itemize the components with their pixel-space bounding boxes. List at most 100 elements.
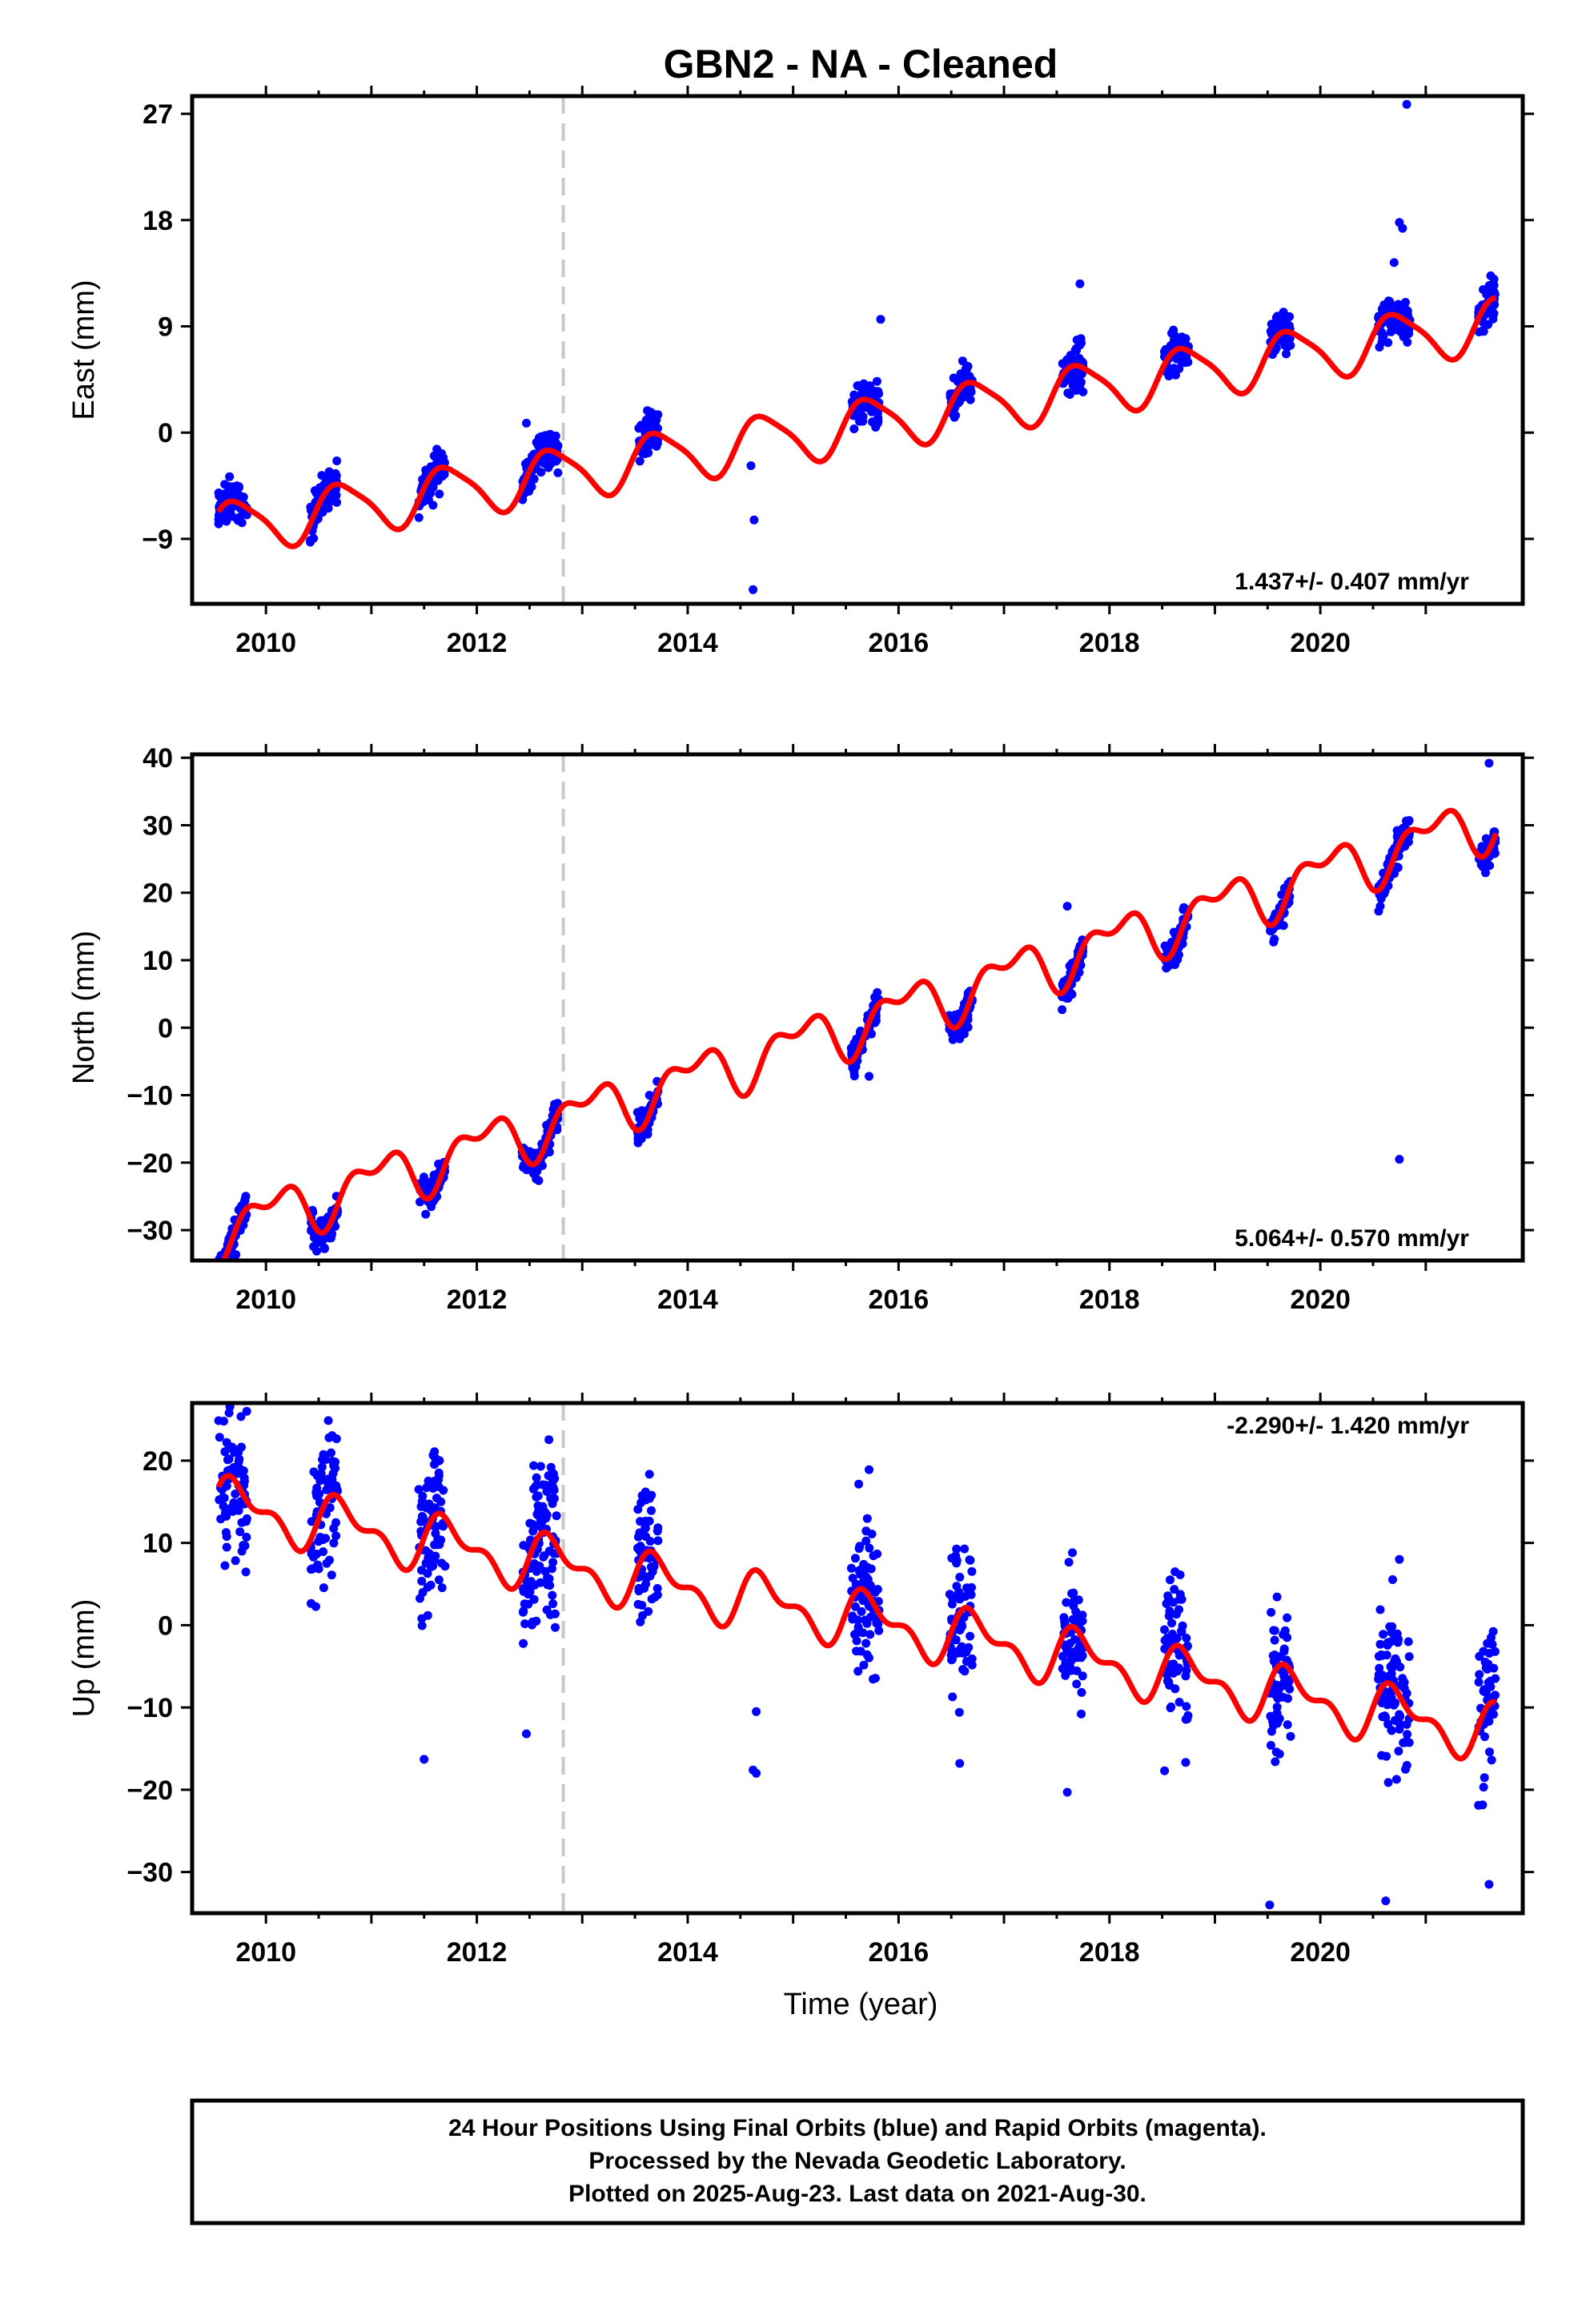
data-point bbox=[1399, 331, 1409, 340]
data-point bbox=[873, 987, 882, 997]
data-point bbox=[850, 1630, 859, 1639]
data-point bbox=[1475, 1651, 1484, 1661]
data-point bbox=[1377, 1751, 1387, 1760]
data-point bbox=[1285, 340, 1294, 349]
data-point bbox=[1074, 354, 1084, 363]
data-point bbox=[1265, 1900, 1275, 1910]
data-point bbox=[966, 1631, 975, 1641]
data-point bbox=[873, 409, 882, 418]
data-point bbox=[1160, 1766, 1170, 1775]
data-point bbox=[416, 1594, 424, 1603]
data-point bbox=[1402, 1736, 1411, 1746]
data-point bbox=[234, 1506, 243, 1515]
data-point bbox=[1170, 336, 1180, 346]
data-point bbox=[1058, 1005, 1067, 1015]
data-point bbox=[1395, 303, 1405, 312]
data-point bbox=[645, 1537, 655, 1546]
data-point bbox=[1375, 902, 1385, 911]
data-point bbox=[870, 387, 880, 396]
x-tick-label: 2018 bbox=[1079, 1937, 1140, 1968]
data-point bbox=[1160, 1625, 1169, 1634]
data-point bbox=[1480, 1732, 1489, 1742]
data-point bbox=[219, 489, 229, 499]
data-point bbox=[1270, 1626, 1279, 1635]
data-point bbox=[948, 1692, 958, 1702]
data-point bbox=[553, 468, 563, 477]
data-point bbox=[1174, 1594, 1184, 1604]
x-tick-label: 2020 bbox=[1290, 1285, 1351, 1315]
data-point bbox=[529, 474, 539, 484]
data-point bbox=[1274, 1686, 1283, 1695]
data-point bbox=[327, 1570, 336, 1580]
data-point bbox=[963, 1023, 973, 1032]
data-point bbox=[1270, 1635, 1279, 1645]
data-point bbox=[322, 1558, 331, 1568]
data-point bbox=[1394, 1747, 1403, 1756]
data-point bbox=[522, 1729, 531, 1739]
data-point bbox=[1387, 1725, 1396, 1735]
data-point bbox=[518, 1607, 528, 1617]
x-tick-label: 2014 bbox=[657, 1937, 718, 1968]
data-point bbox=[1059, 1613, 1069, 1622]
data-point bbox=[220, 1264, 229, 1273]
data-point bbox=[1283, 1720, 1292, 1730]
data-point bbox=[1177, 332, 1186, 342]
data-point bbox=[315, 1490, 324, 1499]
data-point bbox=[1066, 1656, 1075, 1666]
data-point bbox=[1160, 1635, 1170, 1645]
data-point bbox=[327, 1448, 335, 1458]
data-point bbox=[874, 1626, 884, 1635]
data-point bbox=[1383, 338, 1393, 348]
data-point bbox=[1404, 816, 1414, 825]
data-point bbox=[552, 1511, 561, 1521]
data-point bbox=[966, 395, 975, 404]
data-point bbox=[640, 1523, 650, 1533]
data-point bbox=[414, 513, 424, 522]
data-point bbox=[329, 1461, 339, 1470]
data-point bbox=[1387, 323, 1397, 332]
plot-frame bbox=[190, 94, 1525, 606]
y-tick-label: 18 bbox=[143, 206, 173, 236]
data-point bbox=[437, 1583, 447, 1593]
y-tick-label: −10 bbox=[126, 1081, 173, 1112]
x-tick-label: 2014 bbox=[657, 1285, 718, 1315]
data-point bbox=[216, 1273, 225, 1281]
data-point bbox=[312, 1246, 322, 1256]
data-point bbox=[431, 452, 440, 461]
data-point bbox=[855, 1542, 865, 1551]
data-point bbox=[434, 1575, 444, 1585]
x-tick-label: 2018 bbox=[1079, 628, 1140, 658]
data-point bbox=[746, 461, 756, 470]
data-point bbox=[1479, 318, 1488, 328]
data-point bbox=[1064, 1558, 1074, 1567]
data-point bbox=[947, 1029, 957, 1039]
data-point bbox=[222, 1269, 231, 1277]
data-point bbox=[967, 1582, 976, 1592]
data-point bbox=[1474, 328, 1484, 336]
data-point bbox=[1077, 1709, 1086, 1719]
data-point bbox=[1171, 370, 1180, 380]
data-point bbox=[952, 1558, 962, 1568]
data-point bbox=[219, 1273, 228, 1281]
footer-line-1: 24 Hour Positions Using Final Orbits (bl… bbox=[448, 2115, 1267, 2141]
data-point bbox=[416, 1197, 424, 1207]
y-tick-label: 10 bbox=[143, 1529, 173, 1559]
data-point bbox=[858, 412, 868, 421]
data-point bbox=[548, 1499, 557, 1509]
data-point bbox=[548, 1477, 557, 1486]
data-point bbox=[752, 1707, 761, 1716]
data-point bbox=[865, 1465, 873, 1474]
data-point bbox=[1062, 1645, 1071, 1654]
data-point bbox=[421, 465, 431, 475]
data-point bbox=[1486, 271, 1496, 280]
data-point bbox=[1279, 1644, 1289, 1654]
data-point bbox=[421, 1209, 431, 1219]
data-point bbox=[1487, 1633, 1496, 1642]
data-point bbox=[967, 1654, 977, 1663]
data-point bbox=[1162, 963, 1171, 973]
data-point bbox=[749, 1765, 758, 1775]
data-point bbox=[1393, 1638, 1403, 1647]
data-point bbox=[222, 1437, 231, 1447]
data-point bbox=[1386, 1662, 1395, 1671]
